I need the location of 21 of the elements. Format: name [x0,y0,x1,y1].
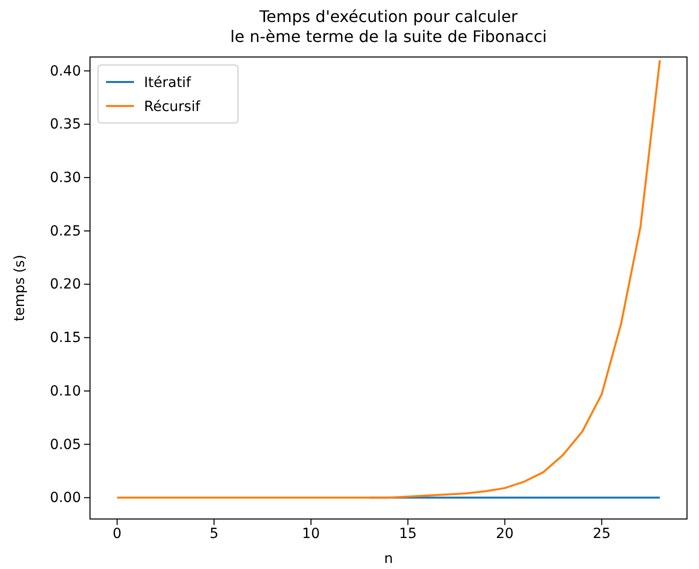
y-tick-label: 0.10 [50,383,81,400]
x-tick-label: 15 [398,526,417,542]
y-tick-label: 0.40 [50,63,81,80]
legend-label: Récursif [144,99,202,115]
y-tick-label: 0.15 [50,330,81,346]
legend-label: Itératif [144,75,192,91]
x-tick-label: 10 [302,526,320,542]
y-tick-label: 0.20 [50,276,81,293]
x-tick-label: 25 [592,526,611,542]
x-tick-label: 0 [112,526,122,542]
x-tick-label: 5 [210,526,219,542]
y-tick-label: 0.30 [50,170,81,186]
x-axis-title: n [384,551,393,567]
y-tick-label: 0.00 [50,490,81,506]
x-tick-label: 20 [496,526,514,542]
line-series [116,59,661,499]
y-tick-label: 0.35 [50,116,81,133]
y-axis-title: temps (s) [12,254,28,322]
y-tick-label: 0.25 [50,223,81,240]
y-tick-label: 0.05 [50,436,81,453]
chart-title: Temps d'exécution pour calculer le n-ème terme de la suite de Fibonacci [230,7,547,46]
